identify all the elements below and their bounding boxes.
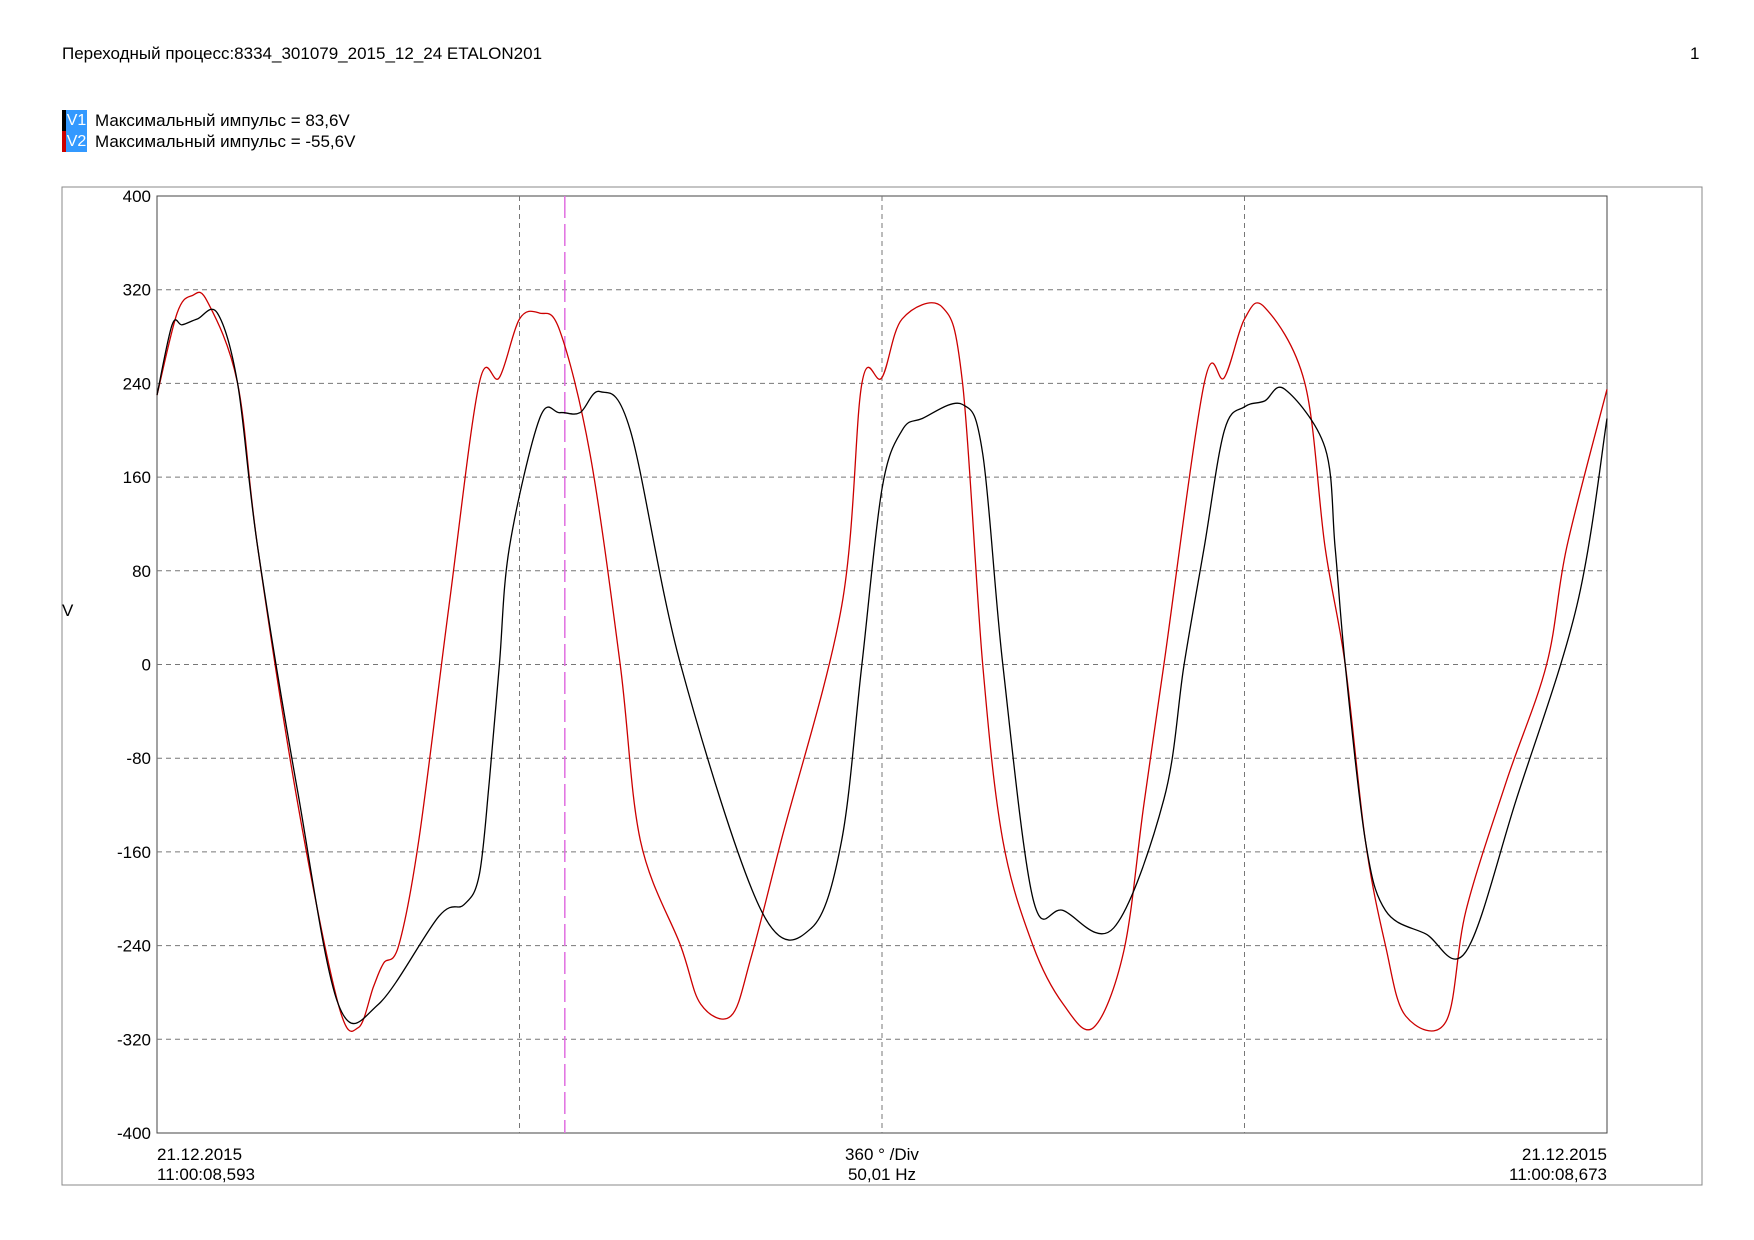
division-label: 360 ° /Div xyxy=(845,1145,919,1164)
page-number: 1 xyxy=(1690,44,1700,63)
series-line-v1 xyxy=(156,308,1608,1025)
v2-legend-text: Максимальный импульс = -55,6V xyxy=(95,131,356,151)
y-tick-label: -160 xyxy=(117,843,151,862)
v1-color-swatch xyxy=(62,110,66,131)
v2-tag: V2 xyxy=(66,131,87,152)
v1-legend-text: Максимальный импульс = 83,6V xyxy=(95,110,350,130)
legend-entry-v2: V2 Максимальный импульс = -55,6V xyxy=(62,131,355,152)
v2-color-swatch xyxy=(62,131,66,152)
y-tick-label: 80 xyxy=(132,562,151,581)
y-axis-label: V xyxy=(62,601,74,620)
series-line-v2 xyxy=(156,291,1608,1032)
y-tick-label: -320 xyxy=(117,1030,151,1049)
legend: V1 Максимальный импульс = 83,6V V2 Макси… xyxy=(62,110,355,152)
v1-tag: V1 xyxy=(66,110,87,131)
y-tick-label: 0 xyxy=(142,656,151,675)
start-time: 11:00:08,593 xyxy=(157,1165,255,1184)
end-date: 21.12.2015 xyxy=(1522,1145,1607,1164)
y-tick-label: -400 xyxy=(117,1124,151,1143)
chart-outer-frame xyxy=(61,186,1703,1186)
y-tick-label: -80 xyxy=(126,749,151,768)
y-tick-labels: 400 320 240 160 80 0 -80 -160 -240 -320 -400 xyxy=(117,187,151,1143)
end-time: 11:00:08,673 xyxy=(1509,1165,1607,1184)
grid-layer xyxy=(157,196,1607,1133)
y-tick-label: 240 xyxy=(123,374,151,393)
page-title: Переходный процесс:8334_301079_2015_12_2… xyxy=(62,44,543,63)
y-tick-label: 400 xyxy=(123,187,151,206)
frequency-label: 50,01 Hz xyxy=(848,1165,916,1184)
y-tick-label: 160 xyxy=(123,468,151,487)
y-tick-label: -240 xyxy=(117,937,151,956)
series-layer xyxy=(156,291,1608,1032)
start-date: 21.12.2015 xyxy=(157,1145,242,1164)
legend-entry-v1: V1 Максимальный импульс = 83,6V xyxy=(62,110,355,131)
y-tick-label: 320 xyxy=(123,281,151,300)
